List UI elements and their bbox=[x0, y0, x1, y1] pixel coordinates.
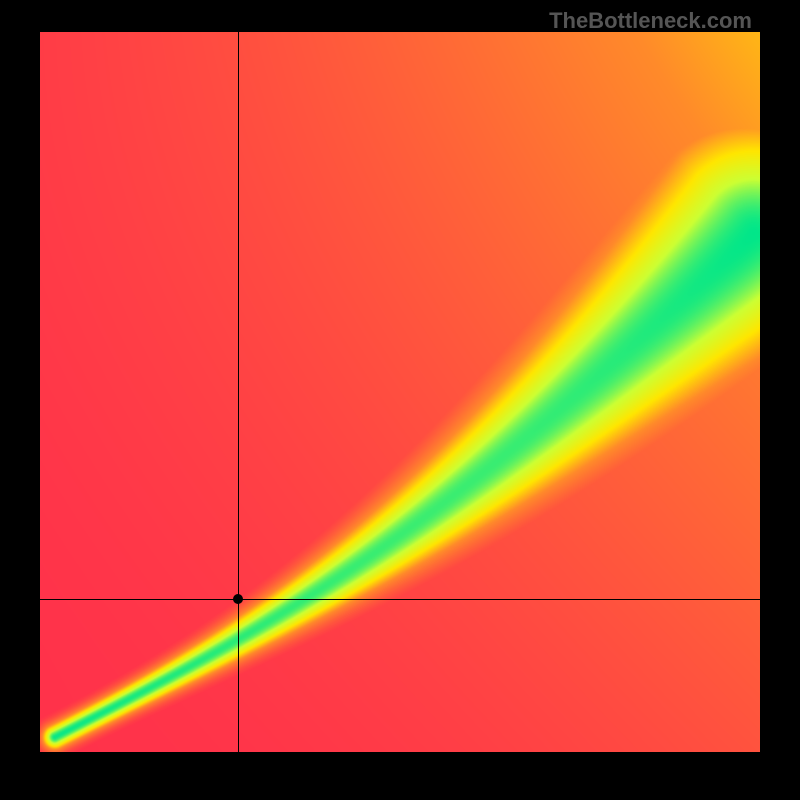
crosshair-horizontal bbox=[40, 599, 760, 600]
watermark-text: TheBottleneck.com bbox=[549, 8, 752, 34]
heatmap-plot bbox=[40, 32, 760, 752]
data-point-marker bbox=[233, 594, 243, 604]
crosshair-vertical bbox=[238, 32, 239, 752]
heatmap-canvas bbox=[40, 32, 760, 752]
